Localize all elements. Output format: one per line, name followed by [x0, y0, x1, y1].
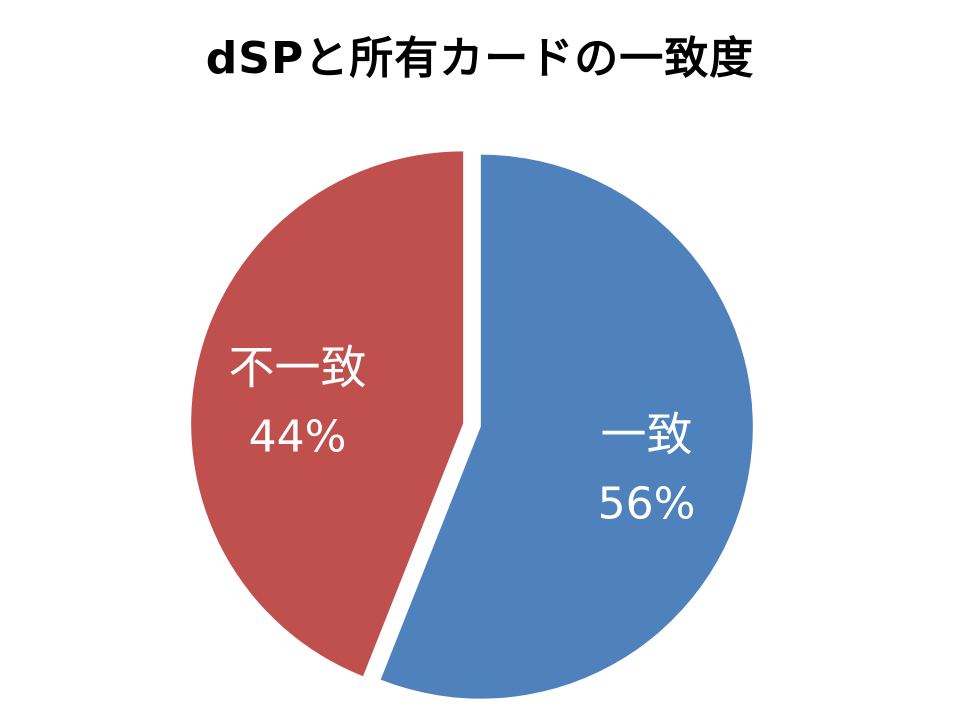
- pie-labels: 一致 56% 不一致 44%: [229, 341, 696, 530]
- chart-title: dSPと所有カードの一致度: [205, 33, 755, 84]
- slice-percent-label: 56%: [598, 478, 696, 529]
- pie-slices: [191, 151, 753, 699]
- slice-percent-label: 44%: [249, 412, 347, 463]
- slice-category-label: 不一致: [229, 341, 367, 395]
- slice-category-label: 一致: [600, 407, 692, 461]
- pie-slice-match: [380, 154, 753, 699]
- pie-slice-mismatch: [191, 151, 464, 677]
